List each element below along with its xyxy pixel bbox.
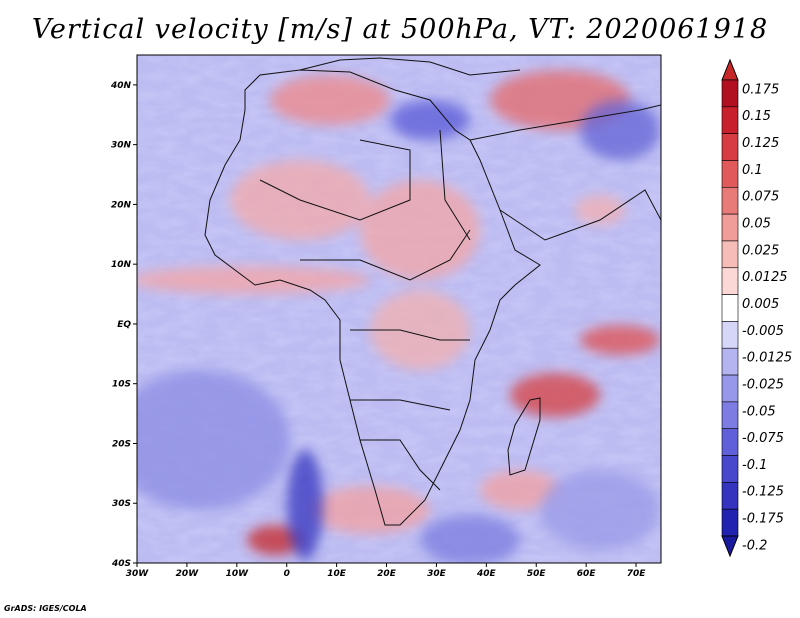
colorbar-label: -0.075 xyxy=(742,431,784,446)
colorbar-top-arrow xyxy=(721,58,739,81)
colorbar-label: -0.025 xyxy=(742,377,784,392)
lon-tick-label: 0 xyxy=(284,569,290,579)
lon-tick-label: 20E xyxy=(377,569,397,579)
lat-tick-label: EQ xyxy=(117,320,131,330)
colorbar-label: 0.1 xyxy=(742,163,763,178)
lat-tick-label: 20N xyxy=(111,200,132,210)
colorbar-swatch xyxy=(721,508,739,537)
colorbar-label: -0.1 xyxy=(742,458,767,473)
lon-tick-label: 10E xyxy=(327,569,347,579)
colorbar-swatch xyxy=(721,401,739,430)
longitude-axis: 30W 20W 10W 0 10E 20E 30E 40E 50E 60E 70E xyxy=(126,563,646,579)
colorbar-swatch xyxy=(721,106,739,134)
lon-tick-label: 40E xyxy=(476,569,497,579)
lat-tick-label: 10N xyxy=(111,260,132,270)
colorbar-swatch xyxy=(721,374,739,403)
colorbar-swatch xyxy=(721,428,739,456)
colorbar-swatch xyxy=(721,240,739,269)
colorbar-swatch xyxy=(721,455,739,483)
lon-tick-label: 30E xyxy=(427,569,447,579)
credit-label: GrADS: IGES/COLA xyxy=(4,604,87,613)
colorbar-label: -0.05 xyxy=(742,404,776,419)
velocity-field xyxy=(137,55,661,563)
colorbar-swatch xyxy=(721,160,739,188)
lon-tick-label: 60E xyxy=(577,569,597,579)
coastlines xyxy=(204,57,661,526)
colorbar-swatch xyxy=(721,321,739,349)
colorbar-bottom-arrow xyxy=(721,535,739,558)
colorbar-label: 0.025 xyxy=(742,243,779,258)
lat-tick-label: 30S xyxy=(112,499,131,509)
colorbar-label: 0.005 xyxy=(742,297,779,312)
lat-tick-label: 10S xyxy=(112,380,131,390)
lat-tick-label: 40N xyxy=(110,81,132,91)
lat-tick-label: 40S xyxy=(111,559,131,569)
colorbar-swatch xyxy=(721,347,739,376)
lon-tick-label: 30W xyxy=(126,569,150,579)
lat-tick-label: 30N xyxy=(111,141,132,151)
colorbar-label: 0.0125 xyxy=(742,270,788,285)
map-title: Vertical velocity [m/s] at 500hPa, VT: 2… xyxy=(31,14,769,45)
colorbar-label: -0.175 xyxy=(742,512,784,527)
latitude-axis: 40N 30N 20N 10N EQ 10S 20S 30S 40S xyxy=(110,81,137,569)
lon-tick-label: 50E xyxy=(527,569,547,579)
colorbar-label: 0.15 xyxy=(742,109,771,124)
lon-tick-label: 10W xyxy=(226,569,250,579)
colorbar-swatch xyxy=(721,186,739,215)
colorbar-label: 0.05 xyxy=(742,217,771,232)
colorbar-label: 0.075 xyxy=(742,190,779,205)
colorbar-label: -0.2 xyxy=(742,538,767,553)
colorbar-label: 0.125 xyxy=(742,136,779,151)
colorbar-label: 0.175 xyxy=(742,82,779,97)
colorbar-swatch xyxy=(721,79,739,108)
colorbar-swatch xyxy=(721,267,739,295)
lat-tick-label: 20S xyxy=(112,439,131,449)
colorbar-label: -0.005 xyxy=(742,324,784,339)
colorbar-label: -0.125 xyxy=(742,485,784,500)
colorbar-swatch xyxy=(721,213,739,242)
lon-tick-label: 20W xyxy=(176,569,200,579)
colorbar-label: -0.0125 xyxy=(742,351,792,366)
map-frame xyxy=(136,54,662,564)
colorbar: 0.175 0.15 0.125 0.1 0.075 0.05 0.025 0.0125 0.0… xyxy=(721,58,792,558)
colorbar-swatch xyxy=(721,294,739,322)
colorbar-swatch xyxy=(721,482,739,510)
lon-tick-label: 70E xyxy=(627,569,647,579)
colorbar-swatch xyxy=(721,133,739,161)
